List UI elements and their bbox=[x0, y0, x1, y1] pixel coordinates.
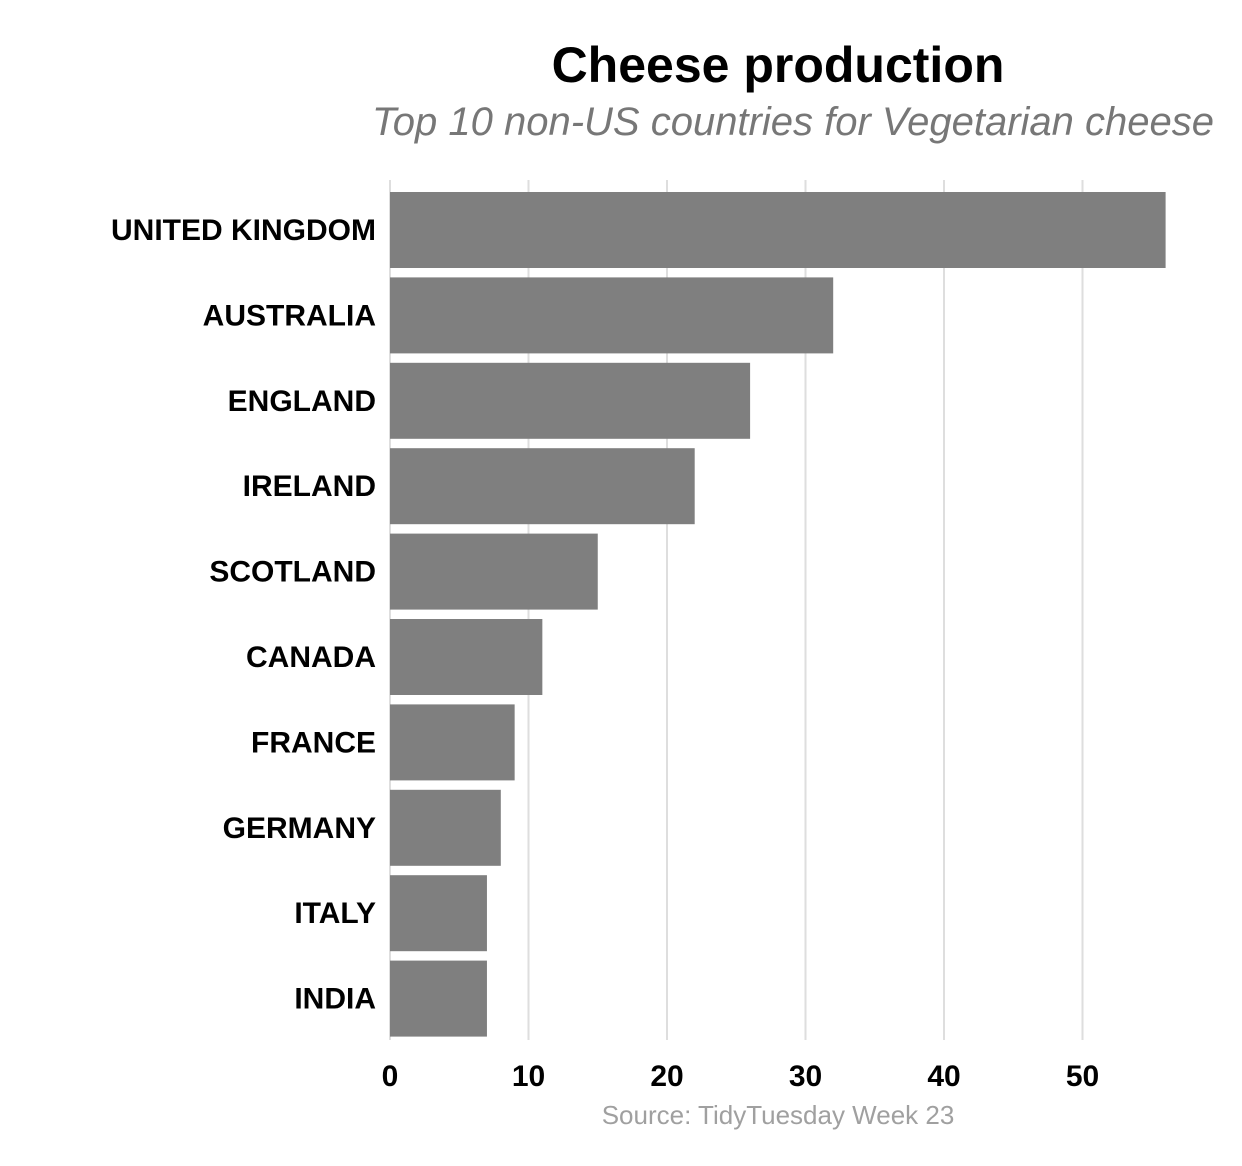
category-label: IRELAND bbox=[243, 470, 376, 503]
category-label: INDIA bbox=[294, 983, 376, 1016]
category-label: ENGLAND bbox=[228, 385, 376, 418]
x-tick-label: 20 bbox=[650, 1060, 683, 1093]
x-tick-label: 0 bbox=[382, 1060, 399, 1093]
bar bbox=[390, 789, 501, 866]
x-axis-ticks: 0 10 20 30 40 50 bbox=[382, 1060, 1100, 1093]
category-label: CANADA bbox=[246, 641, 376, 674]
category-label: AUSTRALIA bbox=[203, 299, 376, 332]
x-tick-label: 30 bbox=[789, 1060, 822, 1093]
category-label: GERMANY bbox=[223, 812, 376, 845]
chart-caption: Source: TidyTuesday Week 23 bbox=[602, 1100, 955, 1130]
bar bbox=[390, 875, 487, 952]
category-labels: UNITED KINGDOM AUSTRALIA ENGLAND IRELAND SCO… bbox=[111, 214, 376, 1016]
category-label: FRANCE bbox=[251, 726, 376, 759]
bars bbox=[390, 192, 1166, 1037]
bar bbox=[390, 448, 695, 525]
bar bbox=[390, 362, 751, 439]
bar bbox=[390, 533, 598, 610]
category-label: UNITED KINGDOM bbox=[111, 214, 376, 247]
bar bbox=[390, 960, 487, 1037]
bar bbox=[390, 704, 515, 781]
bar bbox=[390, 192, 1166, 268]
category-label: ITALY bbox=[294, 897, 376, 930]
x-tick-label: 40 bbox=[927, 1060, 960, 1093]
x-tick-label: 10 bbox=[512, 1060, 545, 1093]
category-label: SCOTLAND bbox=[209, 556, 376, 589]
x-tick-label: 50 bbox=[1066, 1060, 1099, 1093]
bar bbox=[390, 277, 834, 354]
chart-title: Cheese production bbox=[552, 37, 1005, 93]
chart-subtitle: Top 10 non-US countries for Vegetarian c… bbox=[372, 100, 1214, 144]
bar bbox=[390, 619, 543, 695]
